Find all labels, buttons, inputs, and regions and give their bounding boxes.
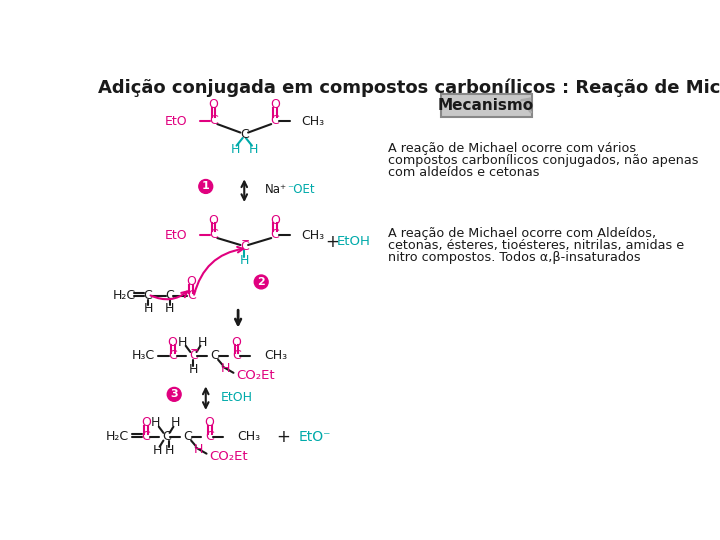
- Text: EtO⁻: EtO⁻: [298, 430, 330, 444]
- Text: O: O: [186, 275, 196, 288]
- Text: 1: 1: [202, 181, 210, 192]
- Text: EtOH: EtOH: [337, 235, 371, 248]
- Text: O: O: [168, 335, 178, 348]
- Text: C: C: [209, 114, 218, 127]
- Text: C: C: [211, 349, 220, 362]
- Text: C: C: [205, 430, 214, 443]
- Text: EtO: EtO: [165, 230, 187, 242]
- Text: C: C: [162, 430, 171, 443]
- FancyBboxPatch shape: [441, 94, 532, 117]
- Text: cetonas, ésteres, tioésteres, nitrilas, amidas e: cetonas, ésteres, tioésteres, nitrilas, …: [388, 239, 685, 252]
- Text: C: C: [271, 228, 279, 241]
- Text: O: O: [209, 98, 218, 111]
- Text: O: O: [204, 416, 215, 429]
- Text: C: C: [165, 289, 174, 302]
- Text: C̅: C̅: [240, 240, 248, 253]
- Text: 3: 3: [171, 389, 178, 400]
- Text: A reação de Michael ocorre com Aldeídos,: A reação de Michael ocorre com Aldeídos,: [388, 226, 657, 240]
- Text: Adição conjugada em compostos carbonílicos : Reação de Michael: Adição conjugada em compostos carbonílic…: [98, 79, 720, 97]
- Text: H: H: [249, 143, 258, 156]
- Text: C: C: [271, 114, 279, 127]
- Text: CO₂Et: CO₂Et: [237, 369, 275, 382]
- Text: CH₃: CH₃: [301, 230, 325, 242]
- Text: H: H: [194, 443, 204, 456]
- Text: CH₃: CH₃: [238, 430, 261, 443]
- Text: H₂C: H₂C: [106, 430, 129, 443]
- Text: C̅: C̅: [189, 349, 198, 362]
- Circle shape: [254, 275, 268, 289]
- Text: H: H: [198, 335, 207, 348]
- Text: +: +: [325, 233, 339, 251]
- Text: C: C: [168, 349, 177, 362]
- Text: C: C: [186, 289, 196, 302]
- Text: H: H: [165, 302, 174, 315]
- Text: H: H: [189, 363, 198, 376]
- Text: H: H: [230, 143, 240, 156]
- Text: H₃C: H₃C: [132, 349, 155, 362]
- Text: H: H: [165, 444, 174, 457]
- Text: C: C: [184, 430, 192, 443]
- Text: Mecanismo: Mecanismo: [438, 98, 534, 113]
- Text: H: H: [240, 254, 249, 267]
- Text: EtOH: EtOH: [221, 391, 253, 404]
- Text: C: C: [232, 349, 241, 362]
- Text: C: C: [143, 289, 153, 302]
- Text: O: O: [141, 416, 150, 429]
- Text: O: O: [270, 214, 280, 227]
- Text: EtO: EtO: [165, 115, 187, 129]
- Text: H: H: [151, 416, 161, 429]
- Text: A reação de Michael ocorre com vários: A reação de Michael ocorre com vários: [388, 142, 636, 155]
- Text: H: H: [143, 302, 153, 315]
- Text: Na⁺: Na⁺: [265, 183, 287, 196]
- Text: H: H: [153, 444, 162, 457]
- Text: ⁻OEt: ⁻OEt: [287, 183, 315, 196]
- Text: compostos carbonílicos conjugados, não apenas: compostos carbonílicos conjugados, não a…: [388, 154, 698, 167]
- Text: com aldeídos e cetonas: com aldeídos e cetonas: [388, 166, 540, 179]
- Text: O: O: [209, 214, 218, 227]
- Text: O: O: [232, 335, 241, 348]
- Text: +: +: [276, 428, 289, 445]
- Circle shape: [167, 387, 181, 401]
- Text: CO₂Et: CO₂Et: [210, 450, 248, 463]
- Circle shape: [199, 179, 212, 193]
- Text: O: O: [270, 98, 280, 111]
- Text: CH₃: CH₃: [264, 349, 287, 362]
- Text: CH₃: CH₃: [301, 115, 325, 129]
- FancyArrowPatch shape: [521, 99, 531, 112]
- Text: C: C: [141, 430, 150, 443]
- Text: C: C: [209, 228, 218, 241]
- Text: H: H: [171, 416, 181, 429]
- Text: H: H: [221, 362, 230, 375]
- Text: 2: 2: [257, 277, 265, 287]
- Text: C: C: [240, 127, 248, 140]
- Text: H₂C: H₂C: [112, 289, 135, 302]
- Text: nitro compostos. Todos α,β-insaturados: nitro compostos. Todos α,β-insaturados: [388, 251, 641, 264]
- Text: H: H: [178, 335, 187, 348]
